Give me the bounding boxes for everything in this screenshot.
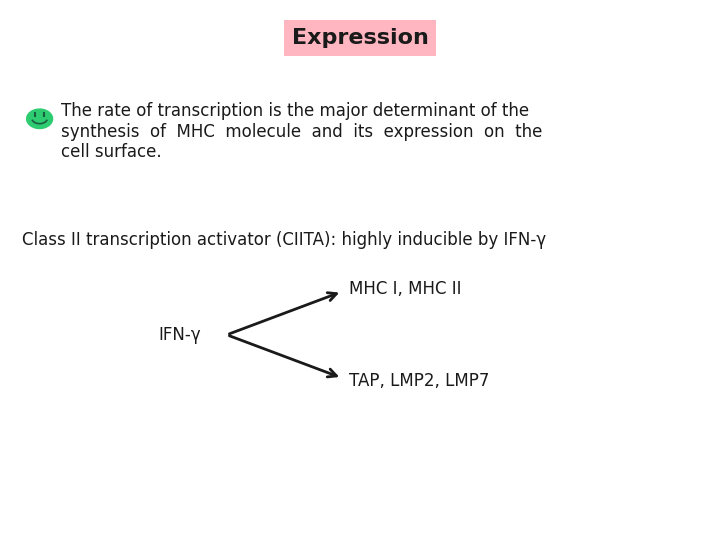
Text: TAP, LMP2, LMP7: TAP, LMP2, LMP7 <box>349 372 490 390</box>
Text: cell surface.: cell surface. <box>61 143 162 161</box>
Text: synthesis  of  MHC  molecule  and  its  expression  on  the: synthesis of MHC molecule and its expres… <box>61 123 543 141</box>
Text: Class II transcription activator (CIITA): highly inducible by IFN-γ: Class II transcription activator (CIITA)… <box>22 231 546 249</box>
Circle shape <box>27 109 53 129</box>
Text: MHC I, MHC II: MHC I, MHC II <box>349 280 462 298</box>
Text: The rate of transcription is the major determinant of the: The rate of transcription is the major d… <box>61 102 529 120</box>
Text: Expression: Expression <box>292 28 428 48</box>
Text: IFN-γ: IFN-γ <box>158 326 201 344</box>
